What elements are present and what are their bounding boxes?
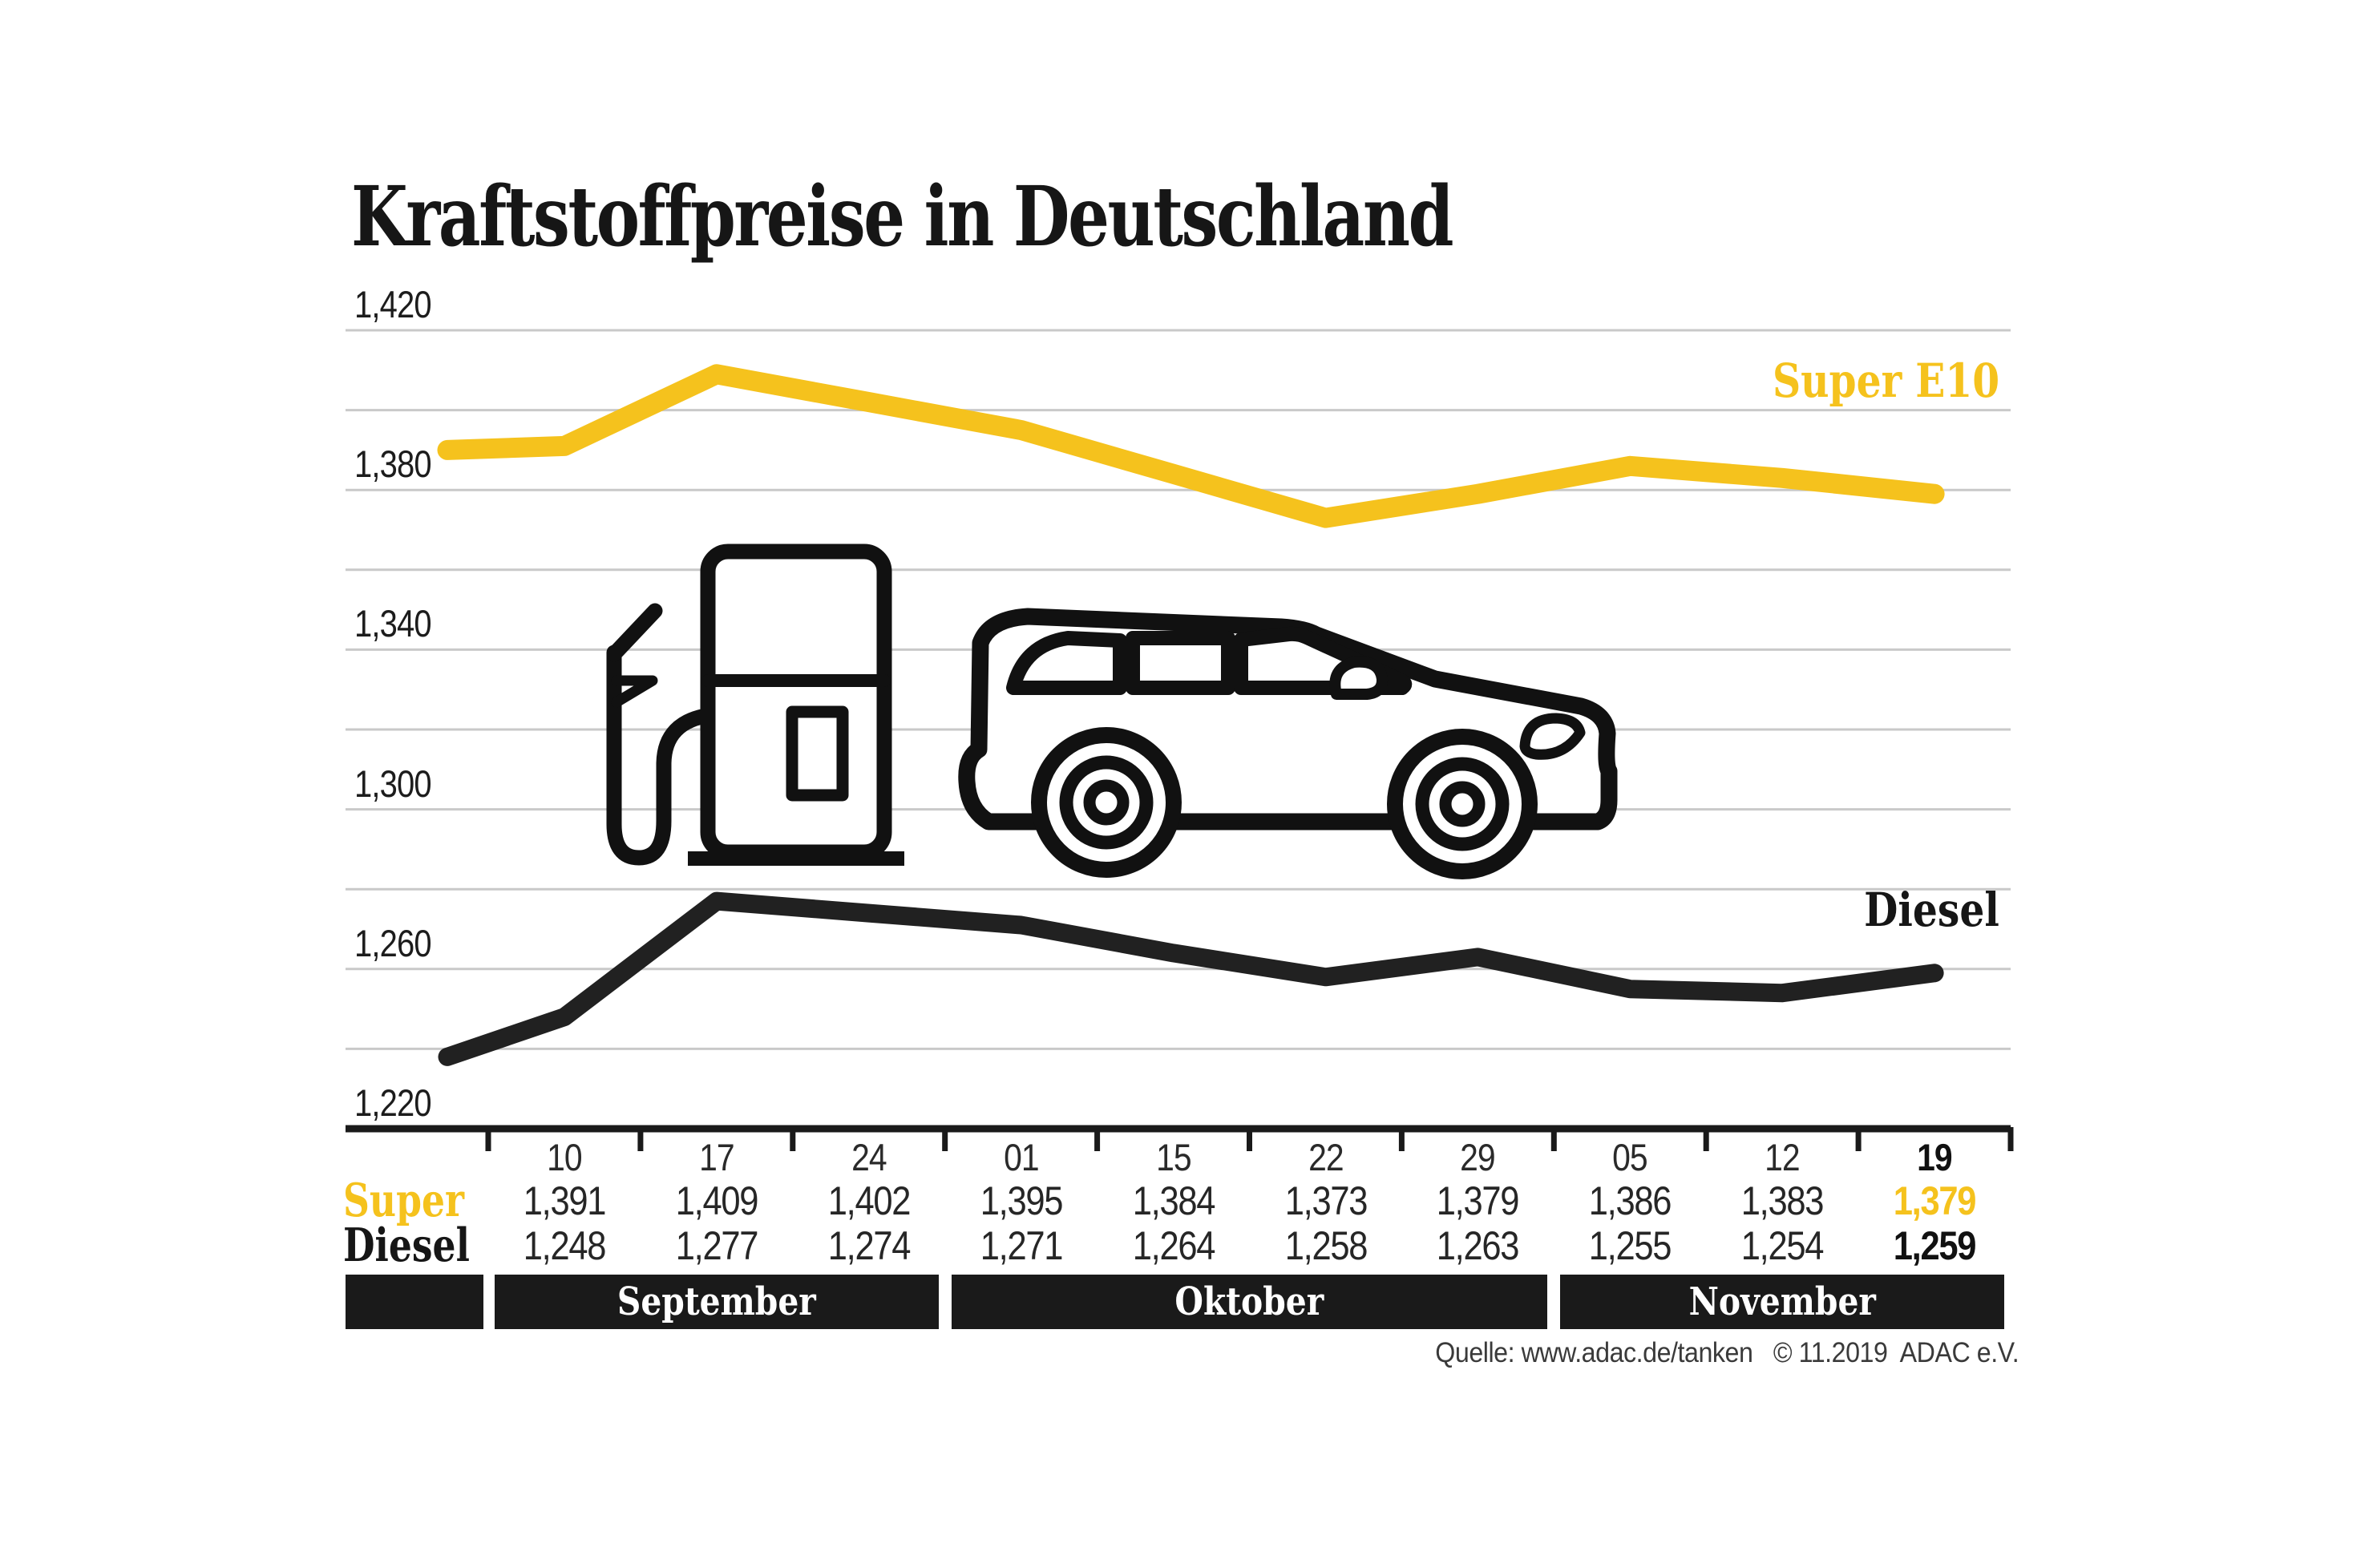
date-cell: 17 [698, 1136, 735, 1178]
value-cell-super: 1,384 [1132, 1178, 1215, 1223]
value-cell-diesel: 1,254 [1740, 1223, 1825, 1268]
x-tick-mark [1855, 1127, 1862, 1151]
car-front-wheel-hub [1439, 781, 1486, 827]
y-tick-label: 1,300 [354, 762, 432, 805]
month-bar-label: Oktober [1174, 1279, 1324, 1324]
series-line-diesel [438, 891, 1944, 1066]
series-label-diesel: Diesel [1864, 883, 1999, 937]
date-cell: 01 [1003, 1136, 1040, 1178]
value-cell-super: 1,402 [827, 1178, 912, 1223]
value-cell-diesel: 1,274 [827, 1223, 912, 1268]
x-axis-line [346, 1125, 2011, 1133]
date-cell: 24 [851, 1136, 887, 1178]
series-label-super-e10: Super E10 [1772, 354, 1999, 408]
month-bar-filler [346, 1275, 483, 1329]
value-cell-super: 1,373 [1284, 1178, 1368, 1223]
month-bar-november: November [1560, 1275, 2004, 1329]
x-tick-mark [1550, 1127, 1557, 1151]
car-side-mirror [1329, 656, 1389, 700]
x-tick-mark [1703, 1127, 1709, 1151]
pump-nozzle [606, 603, 663, 662]
y-tick-label: 1,380 [354, 443, 432, 486]
series-line-layer [437, 364, 1945, 1066]
value-cell-diesel: 1,263 [1437, 1223, 1520, 1268]
value-cell-super: 1,391 [523, 1178, 607, 1223]
value-cell-super: 1,383 [1740, 1178, 1825, 1223]
y-tick-label: 1,260 [354, 921, 432, 964]
month-bar-september: September [495, 1275, 939, 1329]
month-bar-oktober: Oktober [951, 1275, 1548, 1329]
x-tick-mark [942, 1127, 948, 1151]
source-note: Quelle: www.adac.de/tanken © 11.2019 ADA… [1435, 1337, 2019, 1368]
car-rear-window [1006, 631, 1127, 695]
date-cell: 29 [1460, 1136, 1496, 1178]
pump-hose [606, 645, 718, 866]
x-tick-mark [485, 1127, 491, 1151]
date-cell: 22 [1308, 1136, 1344, 1178]
fuel-pump-icon [606, 544, 904, 866]
y-tick-label: 1,220 [354, 1081, 432, 1124]
value-cell-diesel: 1,248 [523, 1223, 607, 1268]
pump-nozzle-spout [611, 675, 658, 708]
row-label-super: Super [343, 1174, 465, 1227]
x-tick-mark [1398, 1127, 1405, 1151]
date-cell: 15 [1155, 1136, 1192, 1178]
value-cell-super: 1,395 [980, 1178, 1063, 1223]
date-cell: 19 [1917, 1136, 1953, 1178]
value-cell-diesel: 1,255 [1589, 1223, 1672, 1268]
value-cell-super: 1,379 [1437, 1178, 1520, 1223]
value-cell-diesel: 1,277 [675, 1223, 759, 1268]
x-tick-mark [1247, 1127, 1252, 1151]
series-line-super [437, 364, 1945, 528]
month-bar-label: November [1688, 1279, 1876, 1324]
value-cell-super: 1,379 [1893, 1178, 1977, 1223]
value-cell-diesel: 1,258 [1284, 1223, 1368, 1268]
x-tick-mark [790, 1127, 796, 1151]
page-title: Kraftstoffpreise in Deutschland [351, 168, 1454, 265]
car-headlight [1519, 713, 1586, 760]
pump-body [700, 544, 892, 860]
car-middle-window [1126, 631, 1235, 695]
x-tick-mark [1094, 1127, 1101, 1151]
value-cell-super: 1,386 [1589, 1178, 1672, 1223]
date-cell: 05 [1612, 1136, 1648, 1178]
month-bar-label: September [616, 1279, 816, 1324]
y-tick-label: 1,420 [354, 283, 432, 325]
car-icon [958, 608, 1618, 879]
x-tick-mark [2007, 1127, 2014, 1151]
value-cell-diesel: 1,271 [980, 1223, 1063, 1268]
value-cell-diesel: 1,264 [1132, 1223, 1215, 1268]
date-cell: 12 [1765, 1136, 1801, 1178]
date-cell: 10 [547, 1136, 583, 1178]
x-tick-mark [637, 1127, 644, 1151]
row-label-diesel: Diesel [343, 1218, 470, 1272]
y-tick-label: 1,340 [354, 602, 432, 645]
value-cell-diesel: 1,259 [1893, 1223, 1977, 1268]
pump-base [688, 851, 904, 866]
pump-display [786, 705, 849, 802]
car-rear-wheel-hub [1083, 779, 1130, 826]
value-cell-super: 1,409 [675, 1178, 759, 1223]
